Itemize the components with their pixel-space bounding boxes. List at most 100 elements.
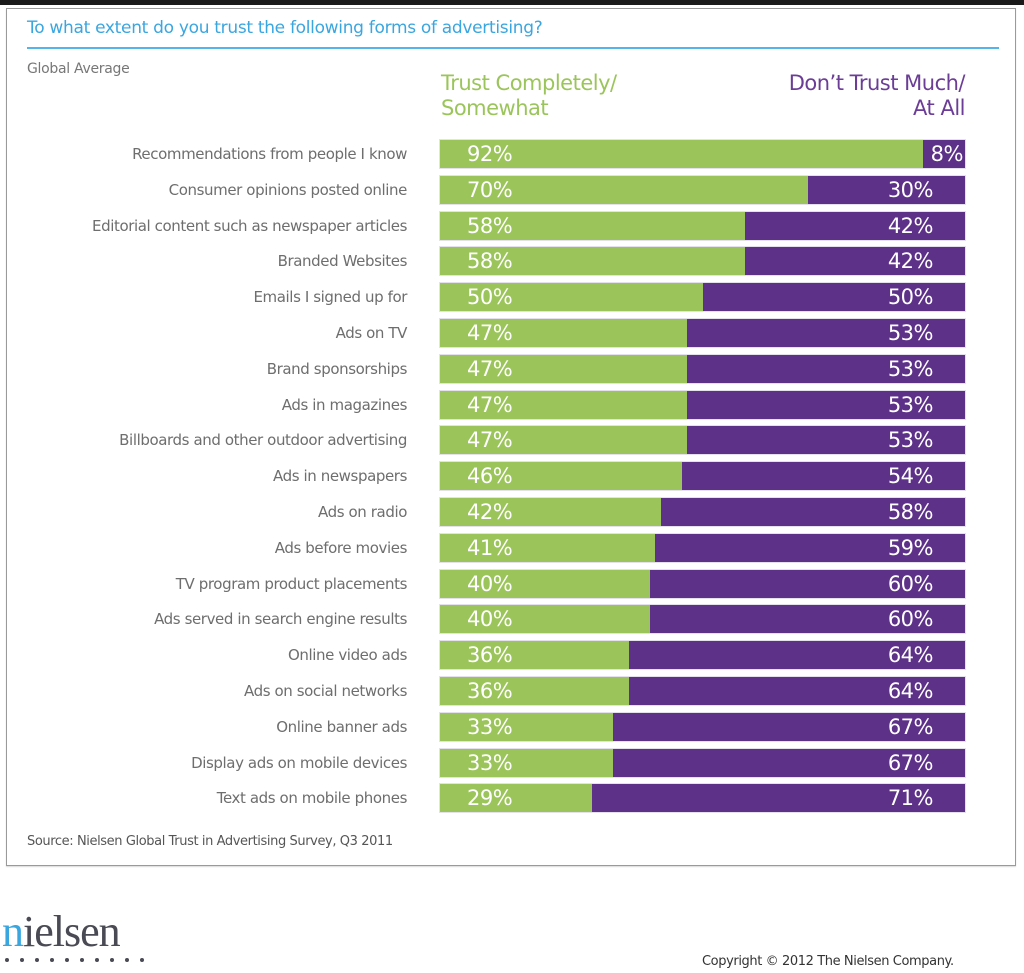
bar-distrust: 67% bbox=[613, 748, 965, 777]
category-label: Online banner ads bbox=[276, 717, 407, 736]
logo-dot bbox=[125, 958, 129, 962]
category-label: Ads on social networks bbox=[243, 682, 407, 700]
bar-trust: 42% bbox=[440, 498, 661, 526]
bar-row: Text ads on mobile phones 29% 71% bbox=[0, 783, 1024, 814]
value-label-distrust: 58% bbox=[887, 500, 934, 524]
bar-distrust: 59% bbox=[655, 533, 965, 562]
stacked-bar: 40% 60% bbox=[439, 604, 966, 635]
bar-distrust: 42% bbox=[744, 211, 965, 240]
bar-trust: 33% bbox=[440, 712, 614, 741]
bar-distrust: 30% bbox=[807, 175, 965, 204]
source-note: Source: Nielsen Global Trust in Advertis… bbox=[27, 834, 393, 849]
stacked-bar: 47% 53% bbox=[439, 389, 966, 420]
bar-row: Ads on social networks 36% 64% bbox=[0, 676, 1024, 706]
stacked-bar: 40% 60% bbox=[439, 568, 966, 599]
bar-distrust: 53% bbox=[686, 319, 965, 347]
bar-row: Consumer opinions posted online 70% 30% bbox=[0, 174, 1024, 205]
bar-distrust: 53% bbox=[686, 354, 965, 383]
category-label: TV program product placements bbox=[175, 574, 408, 593]
value-label-trust: 42% bbox=[467, 500, 513, 524]
bar-distrust: 71% bbox=[592, 784, 965, 813]
title-rule bbox=[27, 47, 999, 49]
value-label-distrust: 64% bbox=[887, 643, 934, 668]
bar-distrust: 58% bbox=[660, 498, 965, 526]
logo-dot bbox=[80, 958, 84, 962]
bar-trust: 58% bbox=[440, 247, 745, 276]
value-label-distrust: 53% bbox=[887, 392, 934, 417]
stacked-bar: 29% 71% bbox=[439, 783, 966, 814]
copyright: Copyright © 2012 The Nielsen Company. bbox=[702, 954, 954, 969]
stacked-bar: 58% 42% bbox=[439, 210, 966, 241]
bar-row: Ads served in search engine results 40% 60… bbox=[0, 604, 1024, 635]
value-label-trust: 92% bbox=[467, 142, 513, 166]
stacked-bar: 36% 64% bbox=[439, 676, 966, 706]
category-label: Brand sponsorships bbox=[266, 359, 408, 378]
category-label: Text ads on mobile phones bbox=[216, 789, 408, 808]
bar-trust: 46% bbox=[440, 462, 682, 491]
bar-distrust: 50% bbox=[702, 283, 965, 312]
bar-trust: 58% bbox=[440, 211, 745, 240]
bar-trust: 40% bbox=[440, 605, 650, 634]
legend-trust-line2: Somewhat bbox=[441, 96, 549, 120]
logo-dot bbox=[20, 958, 24, 962]
bar-distrust: 67% bbox=[613, 712, 965, 741]
stacked-bar: 92% 8% bbox=[439, 139, 966, 169]
value-label-distrust: 53% bbox=[887, 321, 934, 345]
bar-distrust: 8% bbox=[923, 140, 965, 168]
bar-chart: Recommendations from people I know 92% 8% C… bbox=[0, 139, 1024, 814]
stacked-bar: 70% 30% bbox=[439, 174, 966, 205]
category-label: Online video ads bbox=[287, 646, 407, 665]
top-strip bbox=[0, 0, 1024, 5]
category-label: Editorial content such as newspaper arti… bbox=[92, 216, 407, 235]
category-label: Display ads on mobile devices bbox=[191, 753, 407, 772]
bar-row: Recommendations from people I know 92% 8% bbox=[0, 139, 1024, 169]
bar-row: Ads before movies 41% 59% bbox=[0, 532, 1024, 563]
bar-distrust: 64% bbox=[629, 641, 965, 670]
chart-subtitle: Global Average bbox=[27, 61, 130, 77]
value-label-distrust: 71% bbox=[887, 786, 934, 811]
bar-trust: 47% bbox=[440, 426, 687, 455]
bar-distrust: 60% bbox=[650, 605, 965, 634]
category-label: Ads in newspapers bbox=[272, 467, 407, 486]
value-label-trust: 47% bbox=[467, 392, 513, 417]
bar-distrust: 53% bbox=[686, 390, 965, 419]
legend-distrust-line2: At All bbox=[913, 96, 965, 120]
logo-dot bbox=[5, 958, 9, 962]
bar-row: Branded Websites 58% 42% bbox=[0, 246, 1024, 277]
bar-row: Billboards and other outdoor advertising… bbox=[0, 425, 1024, 456]
value-label-distrust: 42% bbox=[887, 249, 934, 274]
value-label-trust: 46% bbox=[467, 464, 513, 489]
category-label: Ads served in search engine results bbox=[154, 610, 407, 629]
bar-trust: 47% bbox=[440, 390, 687, 419]
bar-row: Emails I signed up for 50% 50% bbox=[0, 282, 1024, 313]
stacked-bar: 36% 64% bbox=[439, 640, 966, 671]
legend-trust-line1: Trust Completely/ bbox=[441, 71, 617, 95]
chart-title: To what extent do you trust the followin… bbox=[27, 18, 543, 38]
bar-row: Ads on radio 42% 58% bbox=[0, 497, 1024, 527]
stacked-bar: 33% 67% bbox=[439, 711, 966, 742]
category-label: Ads in magazines bbox=[281, 395, 408, 414]
value-label-distrust: 60% bbox=[887, 571, 934, 596]
logo-dot bbox=[110, 958, 114, 962]
bar-trust: 29% bbox=[440, 784, 593, 813]
bar-row: Display ads on mobile devices 33% 67% bbox=[0, 747, 1024, 778]
bar-trust: 50% bbox=[440, 283, 703, 312]
legend-trust: Trust Completely/ Somewhat bbox=[441, 71, 617, 121]
logo-dot bbox=[140, 958, 144, 962]
stacked-bar: 47% 53% bbox=[439, 425, 966, 456]
value-label-trust: 47% bbox=[467, 428, 513, 453]
value-label-distrust: 50% bbox=[887, 285, 934, 310]
stacked-bar: 47% 53% bbox=[439, 318, 966, 348]
stacked-bar: 50% 50% bbox=[439, 282, 966, 313]
stacked-bar: 41% 59% bbox=[439, 532, 966, 563]
value-label-trust: 40% bbox=[467, 607, 513, 632]
legend-distrust: Don’t Trust Much/ At All bbox=[789, 71, 966, 121]
category-label: Emails I signed up for bbox=[253, 288, 407, 307]
value-label-trust: 33% bbox=[467, 750, 513, 775]
bar-trust: 33% bbox=[440, 748, 614, 777]
value-label-trust: 33% bbox=[467, 714, 513, 739]
value-label-trust: 50% bbox=[467, 285, 513, 310]
value-label-distrust: 53% bbox=[887, 428, 934, 453]
value-label-trust: 58% bbox=[467, 213, 513, 238]
value-label-distrust: 30% bbox=[887, 177, 934, 202]
